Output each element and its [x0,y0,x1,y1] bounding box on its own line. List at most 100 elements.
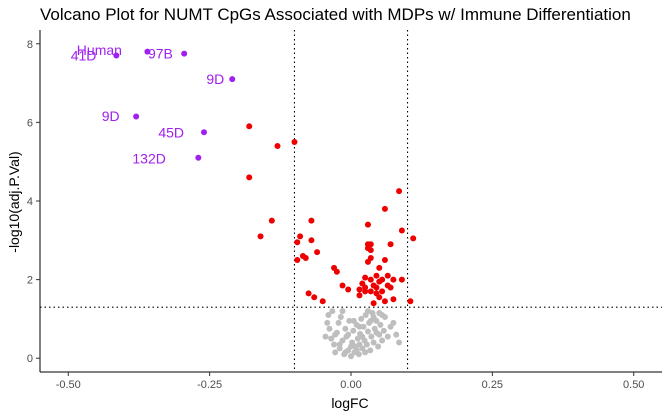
data-point [367,288,374,295]
data-point [387,284,394,291]
data-point [390,296,397,303]
data-point [410,235,417,242]
data-point [363,341,370,348]
data-point [364,308,371,315]
data-point [368,333,375,340]
data-point [396,339,403,346]
data-point [364,328,371,335]
data-point [373,272,380,279]
chart-title: Volcano Plot for NUMT CpGs Associated wi… [40,5,631,24]
data-point [373,284,380,291]
data-point [294,239,301,246]
data-point [113,52,120,59]
data-point [373,329,380,336]
data-point [294,256,301,263]
data-point [362,284,369,291]
data-point [329,308,336,315]
data-point [354,335,361,342]
data-point [332,349,339,356]
data-point [350,317,357,324]
data-point [376,278,383,285]
data-point [398,227,405,234]
data-point [339,308,346,315]
data-point [387,241,394,248]
data-point [297,233,304,240]
data-point [257,233,264,240]
point-label: 97B [148,46,173,62]
data-point [381,256,388,263]
data-point [325,312,332,318]
data-point [367,347,374,354]
data-point [302,255,309,261]
data-point [367,247,374,254]
data-point [364,258,371,265]
data-point [246,174,253,181]
data-point [377,321,384,328]
data-point [358,315,365,322]
data-point [326,325,333,332]
data-point [342,349,349,356]
data-point [390,319,397,326]
data-point [319,298,326,305]
data-point [332,331,339,338]
data-point [350,327,357,334]
data-point [384,272,391,279]
y-tick-label: 2 [27,275,33,287]
data-point [346,317,353,324]
data-point [345,286,352,293]
data-point [331,341,338,348]
data-point [342,325,349,332]
x-tick-label: 0.50 [623,379,644,391]
data-point [308,237,315,244]
data-point [345,331,352,338]
data-point [268,217,275,224]
data-point [314,249,321,256]
data-point [356,323,363,330]
point-label: 9D [206,71,224,87]
data-point [362,274,369,281]
data-point [195,154,202,161]
data-point [359,333,366,340]
data-point [381,205,388,212]
data-point [229,76,236,83]
data-point [375,343,382,350]
x-tick-label: -0.50 [56,379,81,391]
data-point [348,343,354,350]
data-point [181,50,188,57]
data-point [339,282,346,289]
data-point [291,139,298,146]
y-axis-title: -log10(adj.P.Val) [6,151,22,252]
data-point [356,286,363,293]
data-point [376,264,383,271]
data-point [384,333,391,340]
data-point [328,335,335,342]
x-tick-label: -0.25 [197,379,222,391]
data-point [324,319,331,326]
data-point [336,341,343,348]
y-tick-label: 6 [27,117,33,129]
data-point [370,339,377,346]
point-label: 9D [102,108,120,124]
data-point [390,276,397,283]
data-point [337,313,344,320]
y-tick-label: 4 [27,196,33,208]
x-tick-label: 0.25 [482,379,503,391]
data-point [379,288,386,295]
data-point [407,298,414,305]
data-point [381,298,388,305]
data-point [133,113,140,120]
data-point [362,349,369,356]
data-point [311,294,318,301]
data-point [274,142,281,149]
data-point [370,300,377,307]
data-point [380,327,387,334]
data-point [353,347,360,354]
data-point [322,333,329,340]
data-point [379,337,386,344]
data-point [333,268,340,275]
data-point [200,129,207,136]
data-point [396,188,403,195]
data-point [305,290,312,297]
